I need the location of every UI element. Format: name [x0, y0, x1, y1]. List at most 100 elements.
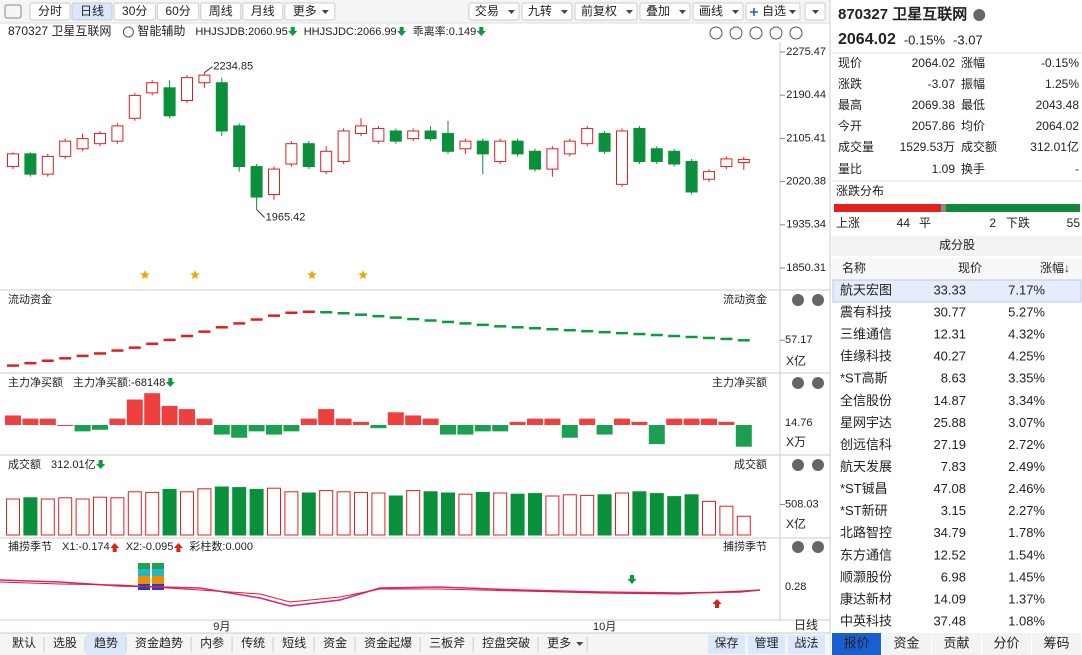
bottom-tab-label[interactable]: 更多	[547, 636, 571, 650]
toolbar-button[interactable]	[242, 2, 284, 21]
stock-price: 30.77	[933, 305, 966, 320]
field-value: 2069.38	[912, 98, 956, 112]
stock-name[interactable]: 东方通信	[840, 547, 892, 562]
panel-icon[interactable]	[792, 377, 804, 389]
chart-tool-icon[interactable]	[729, 26, 743, 40]
info-icon[interactable]	[973, 9, 986, 21]
stock-name[interactable]: 航天宏图	[840, 282, 892, 297]
side-tab-label[interactable]: 资金	[893, 635, 919, 650]
net-buy-bar	[196, 418, 213, 425]
toolbar-button[interactable]	[574, 2, 638, 21]
side-tab-label[interactable]: 报价	[843, 635, 869, 650]
toolbar-button[interactable]	[639, 2, 691, 21]
stock-name[interactable]: 三维通信	[840, 327, 892, 342]
toolbar-label[interactable]: 周线	[209, 4, 233, 18]
panel-icon[interactable]	[812, 459, 824, 471]
action-label[interactable]: 保存	[714, 636, 738, 650]
stock-name[interactable]: 顺灏股份	[840, 569, 892, 584]
stock-name[interactable]: 全信股份	[840, 393, 892, 408]
y-tick-label: 508.03	[785, 498, 819, 510]
bottom-tab-label[interactable]: 传统	[241, 635, 265, 650]
toolbar-label[interactable]: 日线	[80, 4, 104, 18]
assist-icon[interactable]	[122, 26, 134, 38]
toolbar-button[interactable]	[521, 2, 573, 21]
chart-tool-icon[interactable]	[789, 26, 803, 40]
stock-name[interactable]: 震有科技	[840, 305, 892, 320]
panel-icon[interactable]	[792, 459, 804, 471]
toolbar-label[interactable]: 分时	[38, 4, 62, 18]
toolbar-label[interactable]: 交易	[475, 3, 499, 18]
toolbar-button[interactable]	[29, 2, 71, 21]
stock-name[interactable]: 北路智控	[840, 525, 892, 540]
net-buy-bar	[248, 425, 265, 432]
toolbar-label[interactable]: 30分	[122, 4, 147, 18]
chart-tool-icon[interactable]	[749, 26, 763, 40]
stock-change: 1.54%	[1008, 547, 1045, 562]
toolbar-label[interactable]: 月线	[251, 4, 275, 18]
toolbar-button[interactable]	[71, 2, 113, 21]
toolbar-button[interactable]	[156, 2, 200, 21]
panel-icon[interactable]	[812, 294, 824, 306]
bottom-tab-label[interactable]: 默认	[12, 635, 36, 650]
action-label[interactable]: 战法	[794, 636, 818, 650]
action-tab[interactable]	[708, 635, 745, 654]
stock-name[interactable]: *ST新研	[840, 503, 888, 518]
stock-name[interactable]: 中英科技	[840, 613, 892, 628]
side-tab[interactable]	[882, 633, 931, 655]
side-tab[interactable]	[832, 633, 881, 655]
bottom-tab-label[interactable]: 资金趋势	[135, 635, 183, 650]
stock-name[interactable]: 佳缘科技	[840, 349, 892, 364]
toolbar-button[interactable]	[745, 2, 801, 21]
panel-icon[interactable]	[792, 294, 804, 306]
action-label[interactable]: 管理	[754, 635, 778, 650]
stock-name[interactable]: *ST铖昌	[840, 481, 888, 496]
stock-name[interactable]: 星网宇达	[840, 415, 892, 430]
stock-name[interactable]: 创远信科	[840, 437, 892, 452]
action-tab[interactable]	[788, 635, 825, 654]
assist-label[interactable]: 智能辅助	[137, 23, 185, 38]
side-tab[interactable]	[982, 633, 1031, 655]
toolbar-label[interactable]: 60分	[165, 4, 190, 18]
stock-name[interactable]: 航天发展	[840, 459, 892, 474]
side-tab-label[interactable]: 贡献	[943, 635, 969, 650]
stock-name[interactable]: *ST高斯	[840, 371, 888, 386]
toolbar-button[interactable]	[284, 2, 336, 21]
side-tab[interactable]	[932, 633, 981, 655]
toolbar-label[interactable]: 叠加	[646, 4, 670, 18]
bottom-tab-label[interactable]: 选股	[53, 636, 77, 650]
toolbar-label[interactable]: 前复权	[581, 3, 617, 18]
toolbar-label[interactable]: 更多	[293, 4, 317, 18]
bottom-tab-label[interactable]: 控盘突破	[482, 635, 530, 650]
bottom-tab-label[interactable]: 资金	[323, 635, 347, 650]
toolbar-button[interactable]	[468, 2, 520, 21]
toolbar-button[interactable]	[692, 2, 744, 21]
menu-icon[interactable]	[4, 4, 22, 19]
bottom-tab-label[interactable]: 三板斧	[429, 636, 465, 650]
bottom-tab-label[interactable]: 趋势	[94, 636, 118, 650]
toolbar-button[interactable]	[113, 2, 156, 21]
volume-bar	[615, 492, 629, 536]
toolbar-label[interactable]: 九转	[528, 3, 552, 18]
stock-change: 2.49%	[1008, 459, 1045, 474]
column-header[interactable]: 涨幅↓	[1040, 260, 1070, 275]
panel-icon[interactable]	[792, 541, 804, 553]
panel-icon[interactable]	[812, 377, 824, 389]
bottom-tab-label[interactable]: 短线	[282, 636, 306, 650]
side-tab-label[interactable]: 分价	[993, 635, 1019, 650]
bottom-tab[interactable]	[86, 634, 127, 655]
chart-tool-icon[interactable]	[709, 26, 723, 40]
side-tab[interactable]	[1032, 633, 1081, 655]
chart-tool-icon[interactable]	[769, 26, 783, 40]
toolbar-label[interactable]: 画线	[699, 4, 723, 18]
dist-value: 44	[897, 216, 911, 230]
side-tab-label[interactable]: 筹码	[1043, 635, 1069, 650]
action-tab[interactable]	[748, 635, 785, 654]
annotation-leader	[256, 209, 265, 218]
panel-icon[interactable]	[812, 541, 824, 553]
bottom-tab-label[interactable]: 内参	[200, 635, 224, 650]
change-pct: -0.15%	[904, 32, 946, 47]
stock-name[interactable]: 康达新材	[840, 591, 892, 606]
toolbar-label[interactable]: 自选	[762, 4, 786, 18]
bottom-tab-label[interactable]: 资金起爆	[364, 635, 412, 650]
toolbar-button[interactable]	[200, 2, 242, 21]
